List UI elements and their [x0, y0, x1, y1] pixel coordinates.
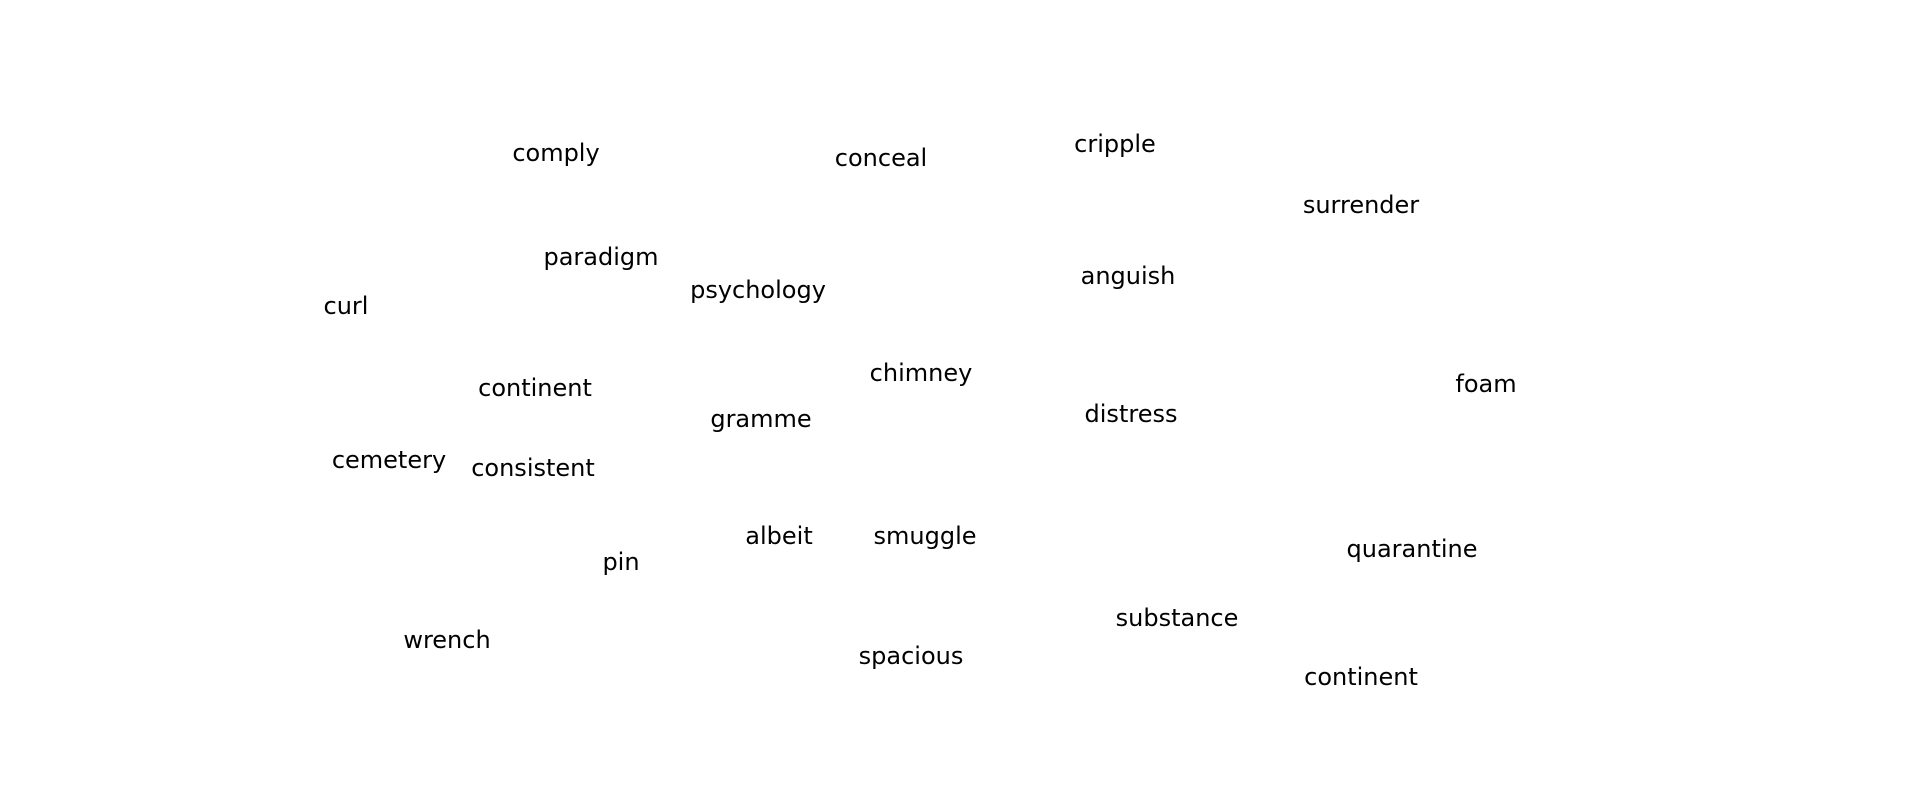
word-wrench: wrench — [403, 626, 491, 654]
word-conceal: conceal — [834, 144, 928, 172]
word-psychology: psychology — [690, 276, 826, 304]
word-anguish: anguish — [1080, 262, 1176, 290]
word-cemetery: cemetery — [331, 446, 447, 474]
word-substance: substance — [1115, 604, 1239, 632]
word-surrender: surrender — [1302, 191, 1420, 219]
word-albeit: albeit — [745, 522, 813, 550]
word-spacious: spacious — [858, 642, 964, 670]
word-comply: comply — [512, 139, 600, 167]
word-distress: distress — [1084, 400, 1178, 428]
word-cripple: cripple — [1074, 130, 1156, 158]
word-continent: continent — [478, 374, 592, 402]
word-curl: curl — [323, 292, 369, 320]
word-smuggle: smuggle — [873, 522, 977, 550]
word-quarantine: quarantine — [1346, 535, 1478, 563]
word-paradigm: paradigm — [543, 243, 659, 271]
word-pin: pin — [602, 548, 640, 576]
word-foam: foam — [1455, 370, 1517, 398]
word-consistent: consistent — [471, 454, 595, 482]
word-chimney: chimney — [869, 359, 973, 387]
word-gramme: gramme — [710, 405, 812, 433]
word-continent-2: continent — [1304, 663, 1418, 691]
